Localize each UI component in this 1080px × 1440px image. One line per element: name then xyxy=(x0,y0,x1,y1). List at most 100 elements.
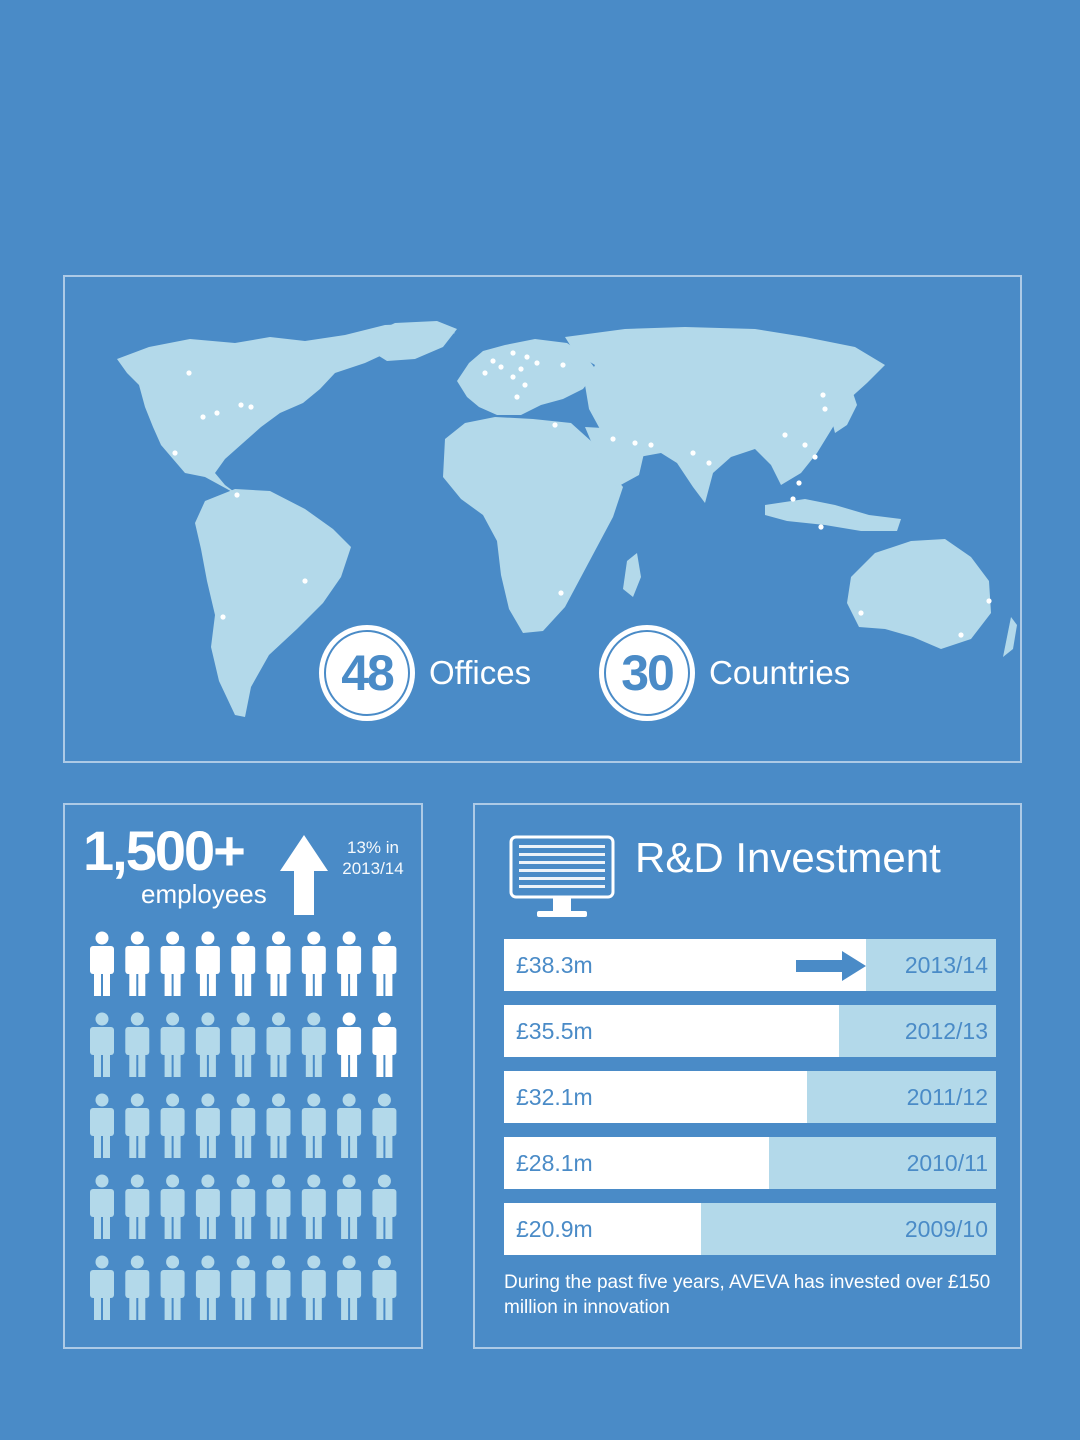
person-icon xyxy=(90,1012,114,1077)
office-marker xyxy=(302,578,308,584)
person-icon xyxy=(231,1012,256,1077)
rd-note: During the past five years, AVEVA has in… xyxy=(504,1272,991,1318)
south-america xyxy=(195,489,351,717)
person-icon xyxy=(301,931,326,996)
japan xyxy=(831,387,857,433)
madagascar xyxy=(623,553,641,597)
bar-row: £20.9m 2009/10 xyxy=(504,1203,996,1255)
bar-value-label: £38.3m xyxy=(516,952,593,978)
continents xyxy=(117,321,1017,717)
asia xyxy=(565,327,885,503)
office-marker xyxy=(514,394,520,400)
person-icon xyxy=(90,931,114,996)
office-marker xyxy=(858,610,864,616)
growth-percent: 13% in xyxy=(347,838,399,857)
bar-fill xyxy=(504,1137,769,1189)
offices-label: Offices xyxy=(429,654,532,691)
office-marker xyxy=(518,366,524,372)
person-icon xyxy=(231,1093,256,1158)
office-marker xyxy=(220,614,226,620)
bar-row: £28.1m 2010/11 xyxy=(504,1137,996,1189)
rd-title: R&D Investment xyxy=(635,834,941,881)
office-marker xyxy=(820,392,826,398)
person-icon xyxy=(231,1255,256,1320)
office-marker xyxy=(796,480,802,486)
person-icon xyxy=(160,1255,185,1320)
bar-year-label: 2010/11 xyxy=(906,1150,988,1176)
right-arrow-icon xyxy=(796,951,866,981)
person-icon xyxy=(125,1255,150,1320)
office-marker xyxy=(812,454,818,460)
person-icon xyxy=(372,1012,397,1077)
person-icon xyxy=(301,1255,326,1320)
person-icon xyxy=(266,1093,291,1158)
office-marker xyxy=(522,382,528,388)
bar-fill xyxy=(504,1071,807,1123)
office-marker xyxy=(958,632,964,638)
person-icon xyxy=(372,931,397,996)
bar-value-label: £20.9m xyxy=(516,1216,593,1242)
office-marker xyxy=(172,450,178,456)
office-marker xyxy=(986,598,992,604)
person-icon xyxy=(195,1093,220,1158)
countries-circle: 30 xyxy=(599,625,695,721)
person-icon xyxy=(125,931,150,996)
office-marker xyxy=(534,360,540,366)
offices-circle: 48 xyxy=(319,625,415,721)
office-marker xyxy=(234,492,240,498)
person-icon xyxy=(266,931,291,996)
office-marker xyxy=(552,422,558,428)
person-icon xyxy=(372,1174,397,1239)
office-marker xyxy=(558,590,564,596)
office-marker xyxy=(610,436,616,442)
person-icon xyxy=(90,1174,114,1239)
office-marker xyxy=(186,370,192,376)
person-icon xyxy=(301,1093,326,1158)
person-icon xyxy=(231,931,256,996)
rd-investment-panel: R&D Investment £38.3m 2013/14 £35.5m 2012/1… xyxy=(473,803,1022,1349)
person-icon xyxy=(337,1174,362,1239)
bar-row: £32.1m 2011/12 xyxy=(504,1071,996,1123)
office-marker xyxy=(510,374,516,380)
bar-year-label: 2011/12 xyxy=(906,1084,988,1110)
bar-value-label: £28.1m xyxy=(516,1150,593,1176)
office-marker xyxy=(822,406,828,412)
person-icon xyxy=(195,1174,220,1239)
office-marker xyxy=(482,370,488,376)
employee-count: 1,500+ xyxy=(83,819,246,882)
people-grid xyxy=(90,931,397,1320)
indonesia xyxy=(765,499,901,531)
new-zealand xyxy=(1003,617,1017,657)
bar-value-label: £32.1m xyxy=(516,1084,593,1110)
up-arrow-icon xyxy=(280,835,328,915)
person-icon xyxy=(195,1255,220,1320)
office-marker xyxy=(524,354,530,360)
person-icon xyxy=(125,1093,150,1158)
office-marker xyxy=(802,442,808,448)
growth-year: 2013/14 xyxy=(342,859,404,879)
person-icon xyxy=(90,1255,114,1320)
monitor-binary-icon xyxy=(509,835,615,917)
office-marker xyxy=(238,402,244,408)
offices-count: 48 xyxy=(341,645,395,701)
person-icon xyxy=(337,1093,362,1158)
bar-fill xyxy=(504,1005,839,1057)
africa xyxy=(443,417,623,633)
office-marker xyxy=(790,496,796,502)
office-marker xyxy=(818,524,824,530)
bar-fill xyxy=(504,1203,701,1255)
person-icon xyxy=(195,1012,220,1077)
person-icon xyxy=(372,1255,397,1320)
bar-value-label: £35.5m xyxy=(516,1018,593,1044)
office-marker xyxy=(498,364,504,370)
person-icon xyxy=(301,1174,326,1239)
north-america xyxy=(117,323,455,497)
countries-count: 30 xyxy=(621,645,675,701)
person-icon xyxy=(195,931,220,996)
office-marker xyxy=(690,450,696,456)
person-icon xyxy=(266,1255,291,1320)
bar-year-label: 2012/13 xyxy=(904,1018,988,1044)
australia xyxy=(847,539,991,649)
person-icon xyxy=(266,1174,291,1239)
employee-label: employees xyxy=(141,879,267,909)
